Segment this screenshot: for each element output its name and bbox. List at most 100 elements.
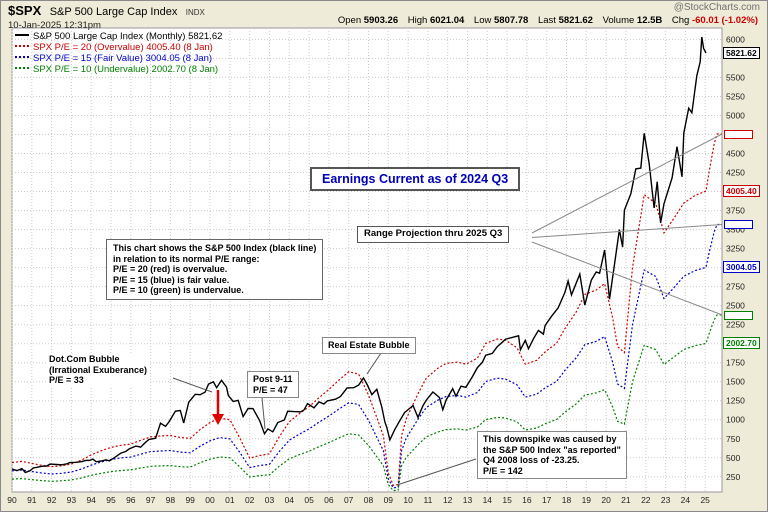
y-axis-label: 2750 bbox=[726, 282, 745, 292]
solid-line-sample-icon bbox=[15, 34, 29, 37]
x-axis-label: 12 bbox=[443, 495, 453, 505]
x-axis-label: 18 bbox=[562, 495, 572, 505]
index-name: S&P 500 Large Cap Index bbox=[49, 6, 178, 18]
dotted-line-sample-icon bbox=[15, 56, 29, 59]
legend-label: SPX P/E = 20 (Overvalue) 4005.40 (8 Jan) bbox=[33, 42, 213, 53]
open-value: 5903.26 bbox=[363, 15, 399, 26]
x-axis-label: 03 bbox=[265, 495, 275, 505]
dotted-line-sample-icon bbox=[15, 67, 29, 70]
chg-value: -60.01 (-1.02%) bbox=[691, 15, 758, 26]
y-axis-label: 4500 bbox=[726, 149, 745, 159]
projection-end-box bbox=[724, 220, 753, 229]
x-axis-label: 16 bbox=[522, 495, 532, 505]
price-marker: 2002.70 bbox=[723, 337, 760, 349]
x-axis-label: 23 bbox=[661, 495, 671, 505]
y-axis-label: 1250 bbox=[726, 396, 745, 406]
legend-item-pe20: SPX P/E = 20 (Overvalue) 4005.40 (8 Jan) bbox=[15, 42, 222, 53]
x-axis-label: 08 bbox=[364, 495, 374, 505]
y-axis-label: 5000 bbox=[726, 111, 745, 121]
x-axis-label: 10 bbox=[403, 495, 413, 505]
x-axis-label: 92 bbox=[47, 495, 57, 505]
quote-row: 10-Jan-2025 12:31pm Open 5903.26 High 60… bbox=[8, 15, 760, 33]
high-label: High bbox=[407, 15, 428, 26]
low-value: 5807.78 bbox=[494, 15, 529, 26]
last-label: Last bbox=[537, 15, 556, 26]
y-axis-label: 3500 bbox=[726, 225, 745, 235]
y-axis-label: 250 bbox=[726, 472, 740, 482]
y-axis-label: 2250 bbox=[726, 320, 745, 330]
x-axis-label: 01 bbox=[225, 495, 235, 505]
legend-item-pe15: SPX P/E = 15 (Fair Value) 3004.05 (8 Jan… bbox=[15, 53, 222, 64]
x-axis-label: 15 bbox=[502, 495, 512, 505]
y-axis-label: 3750 bbox=[726, 206, 745, 216]
dotted-line-sample-icon bbox=[15, 45, 29, 48]
price-marker: 3004.05 bbox=[723, 261, 760, 273]
pe-explanation-annotation: This chart shows the S&P 500 Index (blac… bbox=[106, 239, 324, 300]
x-axis-label: 05 bbox=[304, 495, 314, 505]
x-axis-label: 19 bbox=[582, 495, 592, 505]
projection-end-box bbox=[724, 130, 753, 139]
x-axis-label: 95 bbox=[106, 495, 116, 505]
y-axis-label: 1750 bbox=[726, 358, 745, 368]
x-axis-label: 06 bbox=[324, 495, 334, 505]
quote-bar: Open 5903.26 High 6021.04 Low 5807.78 La… bbox=[331, 15, 758, 26]
x-axis-label: 11 bbox=[423, 495, 432, 505]
y-axis-label: 1000 bbox=[726, 415, 745, 425]
x-axis-label: 98 bbox=[166, 495, 176, 505]
volume-label: Volume bbox=[602, 15, 635, 26]
y-axis-labels: 250 500 750 1000 1250 1500 1750 2250 2500 2750 325… bbox=[726, 34, 745, 481]
y-axis-label: 4250 bbox=[726, 168, 745, 178]
stockcharts-credit-link[interactable]: @StockCharts.com bbox=[673, 2, 760, 13]
y-axis-label: 6000 bbox=[726, 34, 745, 44]
x-axis-label: 02 bbox=[245, 495, 255, 505]
legend-label: SPX P/E = 15 (Fair Value) 3004.05 (8 Jan… bbox=[33, 53, 213, 64]
annotation-connectors bbox=[172, 352, 477, 486]
dotcom-bubble-annotation: Dot.Com Bubble (Irrational Exuberance) P… bbox=[46, 353, 151, 387]
real-estate-bubble-annotation: Real Estate Bubble bbox=[322, 337, 416, 354]
datetime: 10-Jan-2025 12:31pm bbox=[8, 20, 101, 31]
legend-label: S&P 500 Large Cap Index (Monthly) 5821.6… bbox=[33, 31, 223, 42]
x-axis-label: 93 bbox=[67, 495, 77, 505]
y-axis-label: 5500 bbox=[726, 72, 745, 82]
x-axis-label: 25 bbox=[700, 495, 710, 505]
price-marker: 4005.40 bbox=[723, 185, 760, 197]
x-axis-label: 21 bbox=[621, 495, 631, 505]
x-axis-label: 00 bbox=[205, 495, 215, 505]
post-911-annotation: Post 9-11 P/E = 47 bbox=[247, 371, 299, 399]
range-projection-annotation: Range Projection thru 2025 Q3 bbox=[357, 226, 510, 243]
spx-price-line bbox=[11, 36, 707, 474]
y-axis-label: 1500 bbox=[726, 377, 745, 387]
x-axis-label: 90 bbox=[7, 495, 17, 505]
x-axis-label: 24 bbox=[681, 495, 691, 505]
title-row: $SPX S&P 500 Large Cap Index INDX @Stock… bbox=[8, 2, 760, 20]
y-axis-label: 750 bbox=[726, 434, 740, 444]
range-projection-connectors bbox=[531, 133, 723, 316]
exchange-label: INDX bbox=[185, 8, 205, 17]
x-axis-label: 04 bbox=[285, 495, 295, 505]
legend-item-spx: S&P 500 Large Cap Index (Monthly) 5821.6… bbox=[15, 31, 222, 42]
decline-arrow bbox=[212, 390, 224, 425]
gridlines bbox=[11, 28, 722, 492]
legend-label: SPX P/E = 10 (Undervalue) 2002.70 (8 Jan… bbox=[33, 64, 219, 75]
chart-legend: S&P 500 Large Cap Index (Monthly) 5821.6… bbox=[15, 31, 222, 75]
high-value: 6021.04 bbox=[429, 15, 465, 26]
volume-value: 12.5B bbox=[636, 15, 663, 26]
y-axis-label: 5250 bbox=[726, 92, 745, 102]
y-axis-label: 500 bbox=[726, 453, 740, 463]
pe-10-line bbox=[11, 314, 722, 492]
projection-end-box bbox=[724, 311, 753, 320]
x-axis-label: 20 bbox=[601, 495, 611, 505]
y-axis-label: 2500 bbox=[726, 301, 745, 311]
x-axis-label: 22 bbox=[641, 495, 651, 505]
chg-label: Chg bbox=[671, 15, 690, 26]
legend-item-pe10: SPX P/E = 10 (Undervalue) 2002.70 (8 Jan… bbox=[15, 64, 222, 75]
x-axis-label: 09 bbox=[384, 495, 394, 505]
x-axis-label: 99 bbox=[185, 495, 195, 505]
x-axis-label: 13 bbox=[463, 495, 473, 505]
pe-15-line bbox=[11, 223, 722, 489]
pe-20-line bbox=[11, 133, 722, 486]
low-label: Low bbox=[473, 15, 492, 26]
chart-header: $SPX S&P 500 Large Cap Index INDX @Stock… bbox=[0, 0, 768, 31]
downspike-annotation: This downspike was caused by the S&P 500… bbox=[477, 431, 627, 480]
